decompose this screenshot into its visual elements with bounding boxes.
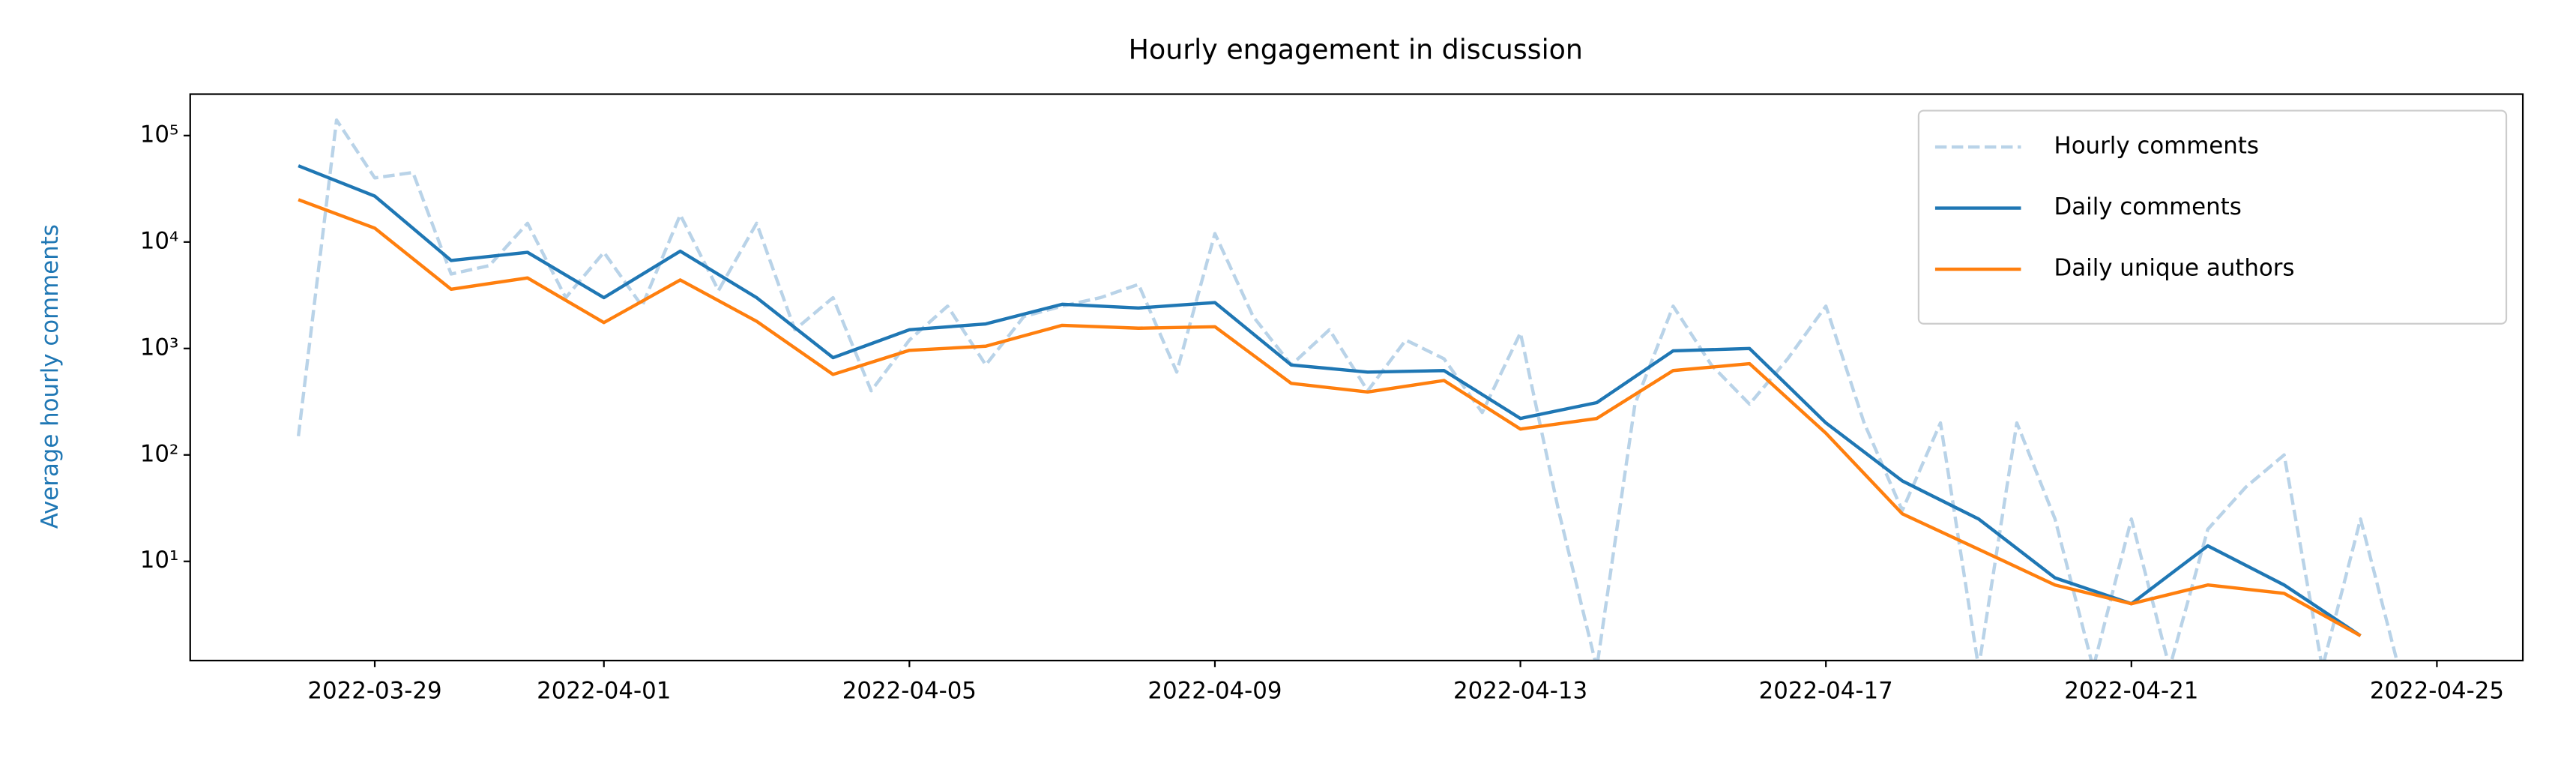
y-axis-label: Average hourly comments [37,224,64,529]
x-tick-label: 2022-03-29 [307,677,441,704]
y-tick-label: 10³ [140,334,179,361]
chart-title: Hourly engagement in discussion [1129,33,1583,65]
legend-label: Daily comments [2054,193,2242,220]
x-tick-label: 2022-04-21 [2064,677,2198,704]
series-line [296,118,2399,661]
series-line [298,164,2362,637]
y-tick-label: 10⁴ [140,227,179,254]
legend-label: Daily unique authors [2054,255,2295,282]
x-tick-label: 2022-04-09 [1147,677,1282,704]
legend-label: Hourly comments [2054,133,2259,160]
y-tick-label: 10² [140,440,179,467]
x-tick-label: 2022-04-01 [537,677,671,704]
x-tick-label: 2022-04-25 [2370,677,2504,704]
x-tick-label: 2022-04-13 [1453,677,1587,704]
series-line [298,198,2362,637]
x-tick-label: 2022-04-17 [1759,677,1893,704]
axes-frame [189,93,2524,662]
x-tick-label: 2022-04-05 [842,677,977,704]
y-tick-label: 10¹ [140,547,179,574]
legend-box [1917,109,2508,325]
y-tick-label: 10⁵ [140,121,179,148]
plot-area [296,118,2399,661]
